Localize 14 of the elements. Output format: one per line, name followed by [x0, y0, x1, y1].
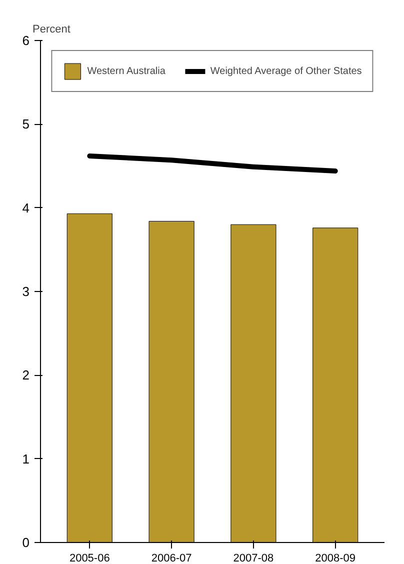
y-tick-label: 5 [22, 116, 30, 132]
legend-label: Western Australia [87, 66, 166, 76]
y-tick-label: 1 [22, 451, 30, 466]
x-tick-label: 2005-06 [69, 552, 110, 564]
y-tick-label: 6 [22, 33, 30, 48]
y-tick-label: 3 [22, 284, 30, 299]
y-tick-label: 0 [22, 535, 30, 550]
y-tick-label: 2 [22, 368, 30, 383]
x-tick-label: 2006-07 [151, 552, 192, 564]
y-tick-label: 4 [22, 200, 30, 216]
legend-label: Weighted Average of Other States [210, 66, 362, 76]
x-tick-label: 2008-09 [315, 552, 356, 564]
x-tick-label: 2007-08 [233, 552, 274, 564]
y-axis-title: Percent [32, 24, 70, 36]
